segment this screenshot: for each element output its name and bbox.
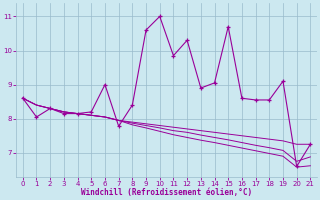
X-axis label: Windchill (Refroidissement éolien,°C): Windchill (Refroidissement éolien,°C)	[81, 188, 252, 197]
